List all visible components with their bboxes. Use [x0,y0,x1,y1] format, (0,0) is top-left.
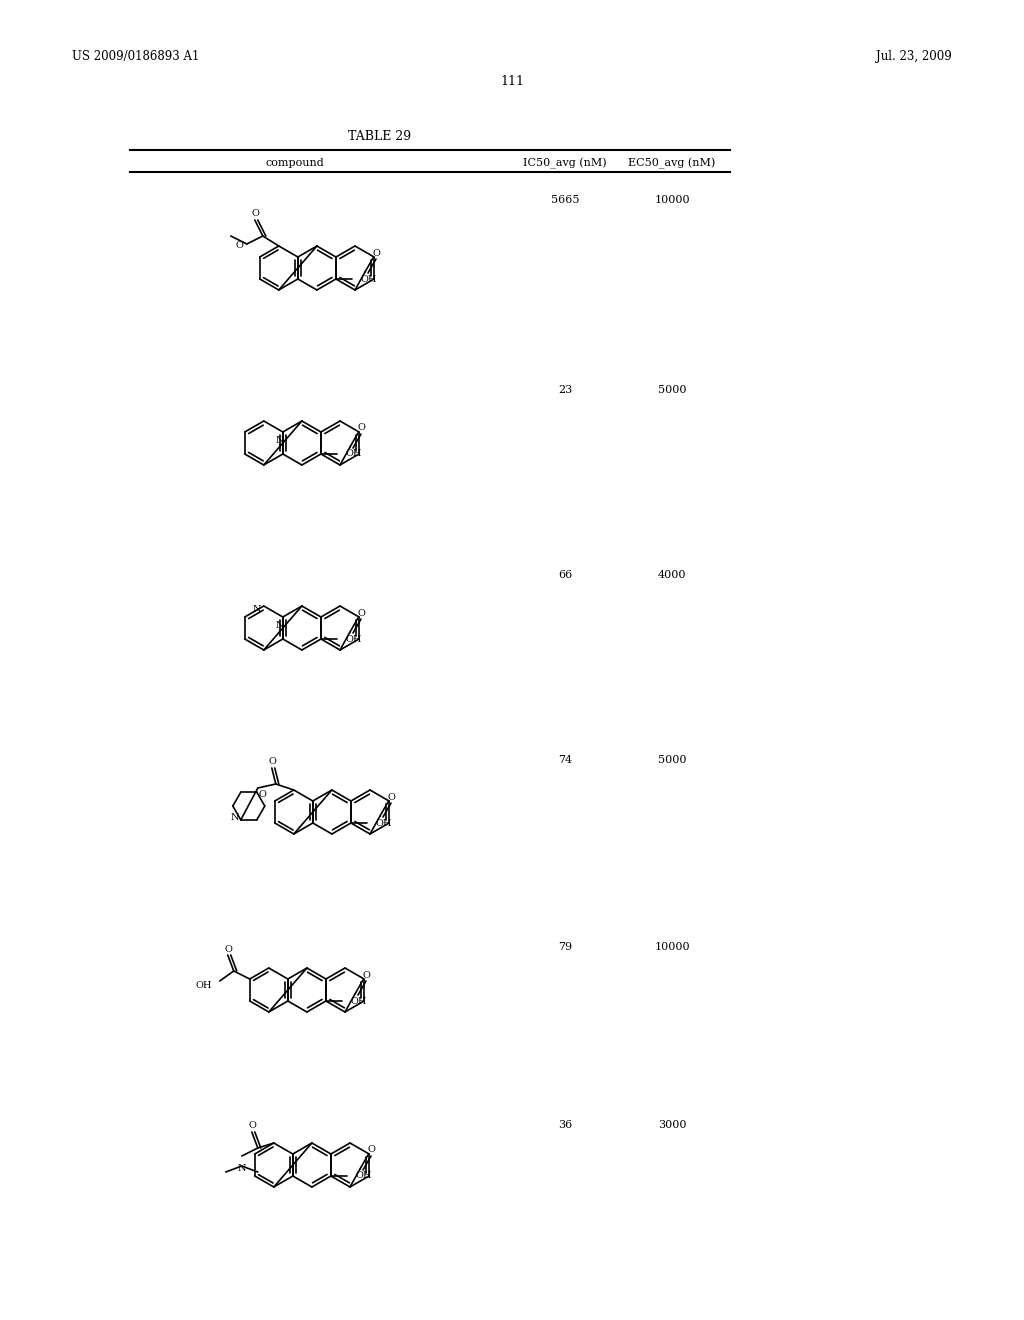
Text: 36: 36 [558,1119,572,1130]
Text: OH: OH [346,450,362,458]
Text: IC50_avg (nM): IC50_avg (nM) [523,158,607,169]
Text: O: O [357,424,365,433]
Text: compound: compound [265,158,325,168]
Text: OH: OH [360,275,378,284]
Text: N: N [238,1164,246,1173]
Text: OH: OH [351,997,368,1006]
Text: O: O [362,970,370,979]
Text: N: N [275,620,284,630]
Text: OH: OH [356,1172,373,1180]
Text: EC50_avg (nM): EC50_avg (nM) [629,158,716,169]
Text: O: O [387,792,395,801]
Text: US 2009/0186893 A1: US 2009/0186893 A1 [72,50,200,63]
Text: OH: OH [196,981,212,990]
Text: OH: OH [376,818,392,828]
Text: O: O [269,758,276,767]
Text: TABLE 29: TABLE 29 [348,129,412,143]
Text: N: N [252,606,261,615]
Text: 23: 23 [558,385,572,395]
Text: O: O [372,248,380,257]
Text: O: O [225,945,232,953]
Text: 5000: 5000 [657,755,686,766]
Text: 10000: 10000 [654,942,690,952]
Text: O: O [357,609,365,618]
Text: 66: 66 [558,570,572,579]
Text: 4000: 4000 [657,570,686,579]
Text: O: O [367,1146,375,1155]
Text: 5665: 5665 [551,195,580,205]
Text: OH: OH [346,635,362,644]
Text: O: O [252,210,260,219]
Text: O: O [249,1122,257,1130]
Text: 5000: 5000 [657,385,686,395]
Text: O: O [236,242,244,251]
Text: 111: 111 [500,75,524,88]
Text: 10000: 10000 [654,195,690,205]
Text: 79: 79 [558,942,572,952]
Text: 74: 74 [558,755,572,766]
Text: Jul. 23, 2009: Jul. 23, 2009 [877,50,952,63]
Text: 3000: 3000 [657,1119,686,1130]
Text: O: O [259,789,266,799]
Text: N: N [230,813,239,822]
Text: N: N [275,436,284,445]
